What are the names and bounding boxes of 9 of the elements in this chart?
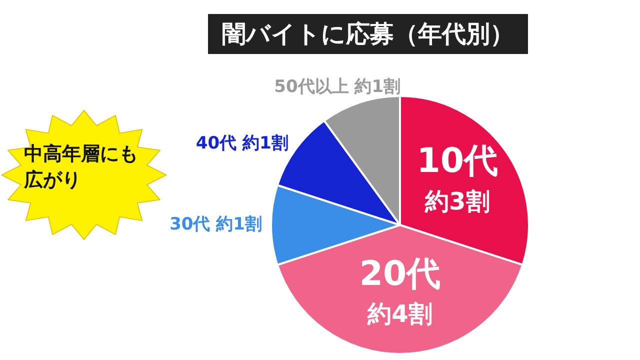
text: 中高年層にも広がり: [24, 142, 139, 193]
data-label: 約3割: [424, 188, 490, 216]
slice-label: 10代: [416, 141, 498, 182]
chart-title: 闇バイトに応募（年代別）: [208, 14, 528, 54]
slice-label: 20代: [359, 254, 441, 294]
slice-label: 40代 約1割: [196, 133, 288, 154]
slice-label: 30代 約1割: [170, 214, 262, 234]
slice-label: 50代以上 約1割: [274, 77, 401, 98]
data-label: 約4割: [366, 300, 432, 328]
